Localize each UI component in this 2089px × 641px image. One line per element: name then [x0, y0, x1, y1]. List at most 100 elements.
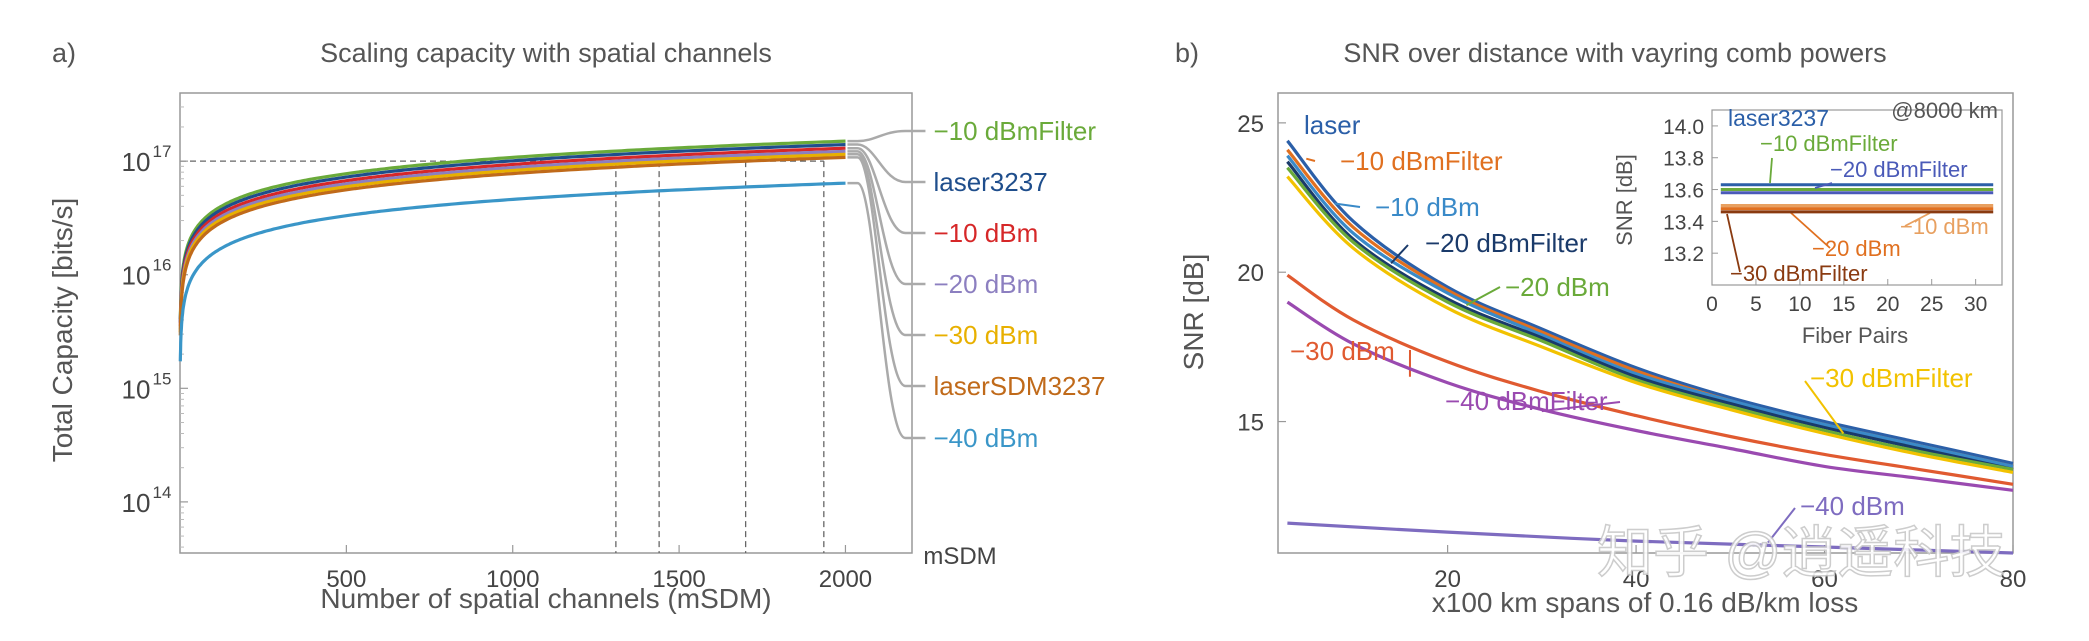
panel-a-leader-line [847, 146, 926, 235]
panel-b-series-label: −40 dBmFilter [1445, 386, 1608, 416]
panel-a-y-tick-label: 10 [122, 147, 151, 177]
inset-y-axis-title: SNR [dB] [1612, 154, 1637, 246]
panel-b-series-line [1286, 166, 2014, 471]
panel-b-leader-line [1334, 202, 1361, 208]
panel-b-series-label: −20 dBm [1505, 272, 1610, 302]
panel-b-y-tick-label: 15 [1237, 410, 1264, 437]
panel-a-y-axis-title: Total Capacity [bits/s] [47, 198, 78, 463]
panel-a-series-label: −20 dBm [933, 269, 1038, 299]
inset-y-tick-label: 14.0 [1663, 116, 1704, 139]
panel-a-x-tick-label: 2000 [819, 566, 872, 593]
panel-a-series-line [178, 146, 846, 327]
panel-b-leader-line [1541, 401, 1621, 413]
inset-plot-frame [1711, 109, 2003, 286]
watermark: 知乎 @逍遥科技 [1597, 521, 2005, 584]
inset-leader-line [1904, 212, 1931, 227]
panel-a-series-line [178, 181, 846, 362]
panel-a-series-line [178, 139, 846, 320]
panel-b-leader-line [1804, 380, 1845, 435]
panel-a-x-tick-label: 1000 [486, 566, 539, 593]
panel-b-title: SNR over distance with vayring comb powe… [1343, 38, 1886, 68]
inset-x-tick-label: 0 [1706, 293, 1718, 316]
panel-a-series-label: −30 dBm [933, 320, 1038, 350]
panel-b-series-line [1287, 521, 2014, 555]
panel-b-series-line [1286, 175, 2014, 474]
panel-b-y-tick-label: 25 [1237, 111, 1264, 138]
panel-b-series-line [1286, 300, 2014, 492]
panel-a-x-tick-label: 1500 [652, 566, 705, 593]
panel-b-leader-line [1390, 244, 1409, 264]
inset-leader-line [1789, 211, 1831, 249]
panel-a-leader-line [847, 181, 926, 440]
panel-a-leader-line [847, 143, 926, 184]
inset-x-axis-title: Fiber Pairs [1802, 323, 1908, 348]
panel-a-y-tick-exponent: 16 [153, 256, 172, 275]
panel-b-series-label: −10 dBmFilter [1340, 146, 1503, 176]
panel-b-series-label: −20 dBmFilter [1425, 228, 1588, 258]
panel-a-leader-line [847, 129, 926, 143]
inset-y-tick-label: 13.2 [1663, 243, 1704, 266]
panel-a-y-tick-label: 10 [122, 488, 151, 518]
inset-leader-line [1769, 157, 1773, 184]
panel-a-x-tick-label: 500 [326, 566, 366, 593]
inset-x-tick-label: 10 [1788, 293, 1811, 316]
panel-b-leader-line [1767, 507, 1796, 544]
panel-b-leader-line [1306, 157, 1316, 162]
panel-a-chart: a) Scaling capacity with spatial channel… [47, 38, 1105, 614]
inset-x-tick-label: 5 [1750, 293, 1762, 316]
panel-b-plot-frame [1277, 92, 2014, 554]
panel-b-x-axis-title: x100 km spans of 0.16 dB/km loss [1432, 587, 1858, 618]
panel-a-series-line [178, 143, 846, 323]
panel-a-x-extra-label: mSDM [923, 543, 996, 570]
panel-b-series-line [1286, 160, 2014, 471]
inset-y-tick-label: 13.6 [1663, 180, 1704, 203]
panel-a-letter: a) [52, 38, 76, 68]
inset-series-label: −10 dBm [1900, 214, 1989, 239]
panel-b-y-tick-label: 20 [1237, 260, 1264, 287]
inset-series-label: −10 dBmFilter [1760, 131, 1898, 156]
panel-a-title: Scaling capacity with spatial channels [320, 38, 772, 68]
panel-b-series-label: −30 dBm [1290, 336, 1395, 366]
panel-a-series-label: laser3237 [933, 167, 1047, 197]
inset-series-label: −20 dBmFilter [1830, 157, 1968, 182]
inset-x-tick-label: 20 [1876, 293, 1899, 316]
panel-a-series-line [178, 152, 846, 333]
panel-a-leader-line [847, 150, 926, 286]
panel-a-series-line [178, 155, 846, 336]
panel-b-series-label: −40 dBm [1800, 491, 1905, 521]
panel-b-series-line [1286, 139, 2014, 465]
panel-b-leader-line [1465, 286, 1501, 306]
inset-y-tick-label: 13.8 [1663, 148, 1704, 171]
panel-a-series-label: laserSDM3237 [933, 371, 1105, 401]
panel-b-x-tick-label: 20 [1434, 566, 1461, 593]
inset-series-label: −20 dBm [1812, 236, 1901, 261]
panel-b-inset: @8000 km Fiber Pairs SNR [dB] 0 5 10 15 20 25… [1612, 95, 2012, 348]
panel-b-series-line [1286, 273, 2014, 486]
panel-b-series-line [1286, 154, 2014, 468]
panel-b-series-label: −10 dBm [1375, 192, 1480, 222]
panel-a-y-tick-label: 10 [122, 261, 151, 291]
panel-a-leader-line [847, 153, 926, 337]
inset-leader-line [1726, 213, 1741, 273]
panel-a-series-label: −10 dBm [933, 218, 1038, 248]
panel-b-series-label: laser [1304, 110, 1361, 140]
panel-b-x-tick-label: 60 [1811, 566, 1838, 593]
panel-b-chart: b) SNR over distance with vayring comb p… [1175, 38, 2026, 618]
panel-a-leader-line [847, 156, 926, 388]
inset-y-tick-label: 13.4 [1663, 211, 1704, 234]
inset-series-label: −30 dBmFilter [1730, 261, 1868, 286]
panel-b-x-tick-label: 80 [2000, 566, 2027, 593]
inset-x-tick-label: 15 [1832, 293, 1855, 316]
panel-b-letter: b) [1175, 38, 1199, 68]
panel-a-y-tick-exponent: 14 [153, 483, 172, 502]
inset-leader-line [1814, 182, 1833, 189]
panel-a-y-tick-exponent: 15 [153, 369, 172, 388]
inset-x-tick-label: 25 [1920, 293, 1943, 316]
panel-b-y-axis-title: SNR [dB] [1178, 254, 1209, 371]
panel-a-y-tick-exponent: 17 [153, 142, 172, 161]
inset-series-label: laser3237 [1728, 105, 1829, 131]
panel-b-x-tick-label: 40 [1623, 566, 1650, 593]
panel-b-series-label: −30 dBmFilter [1810, 363, 1973, 393]
inset-x-tick-label: 30 [1964, 293, 1987, 316]
